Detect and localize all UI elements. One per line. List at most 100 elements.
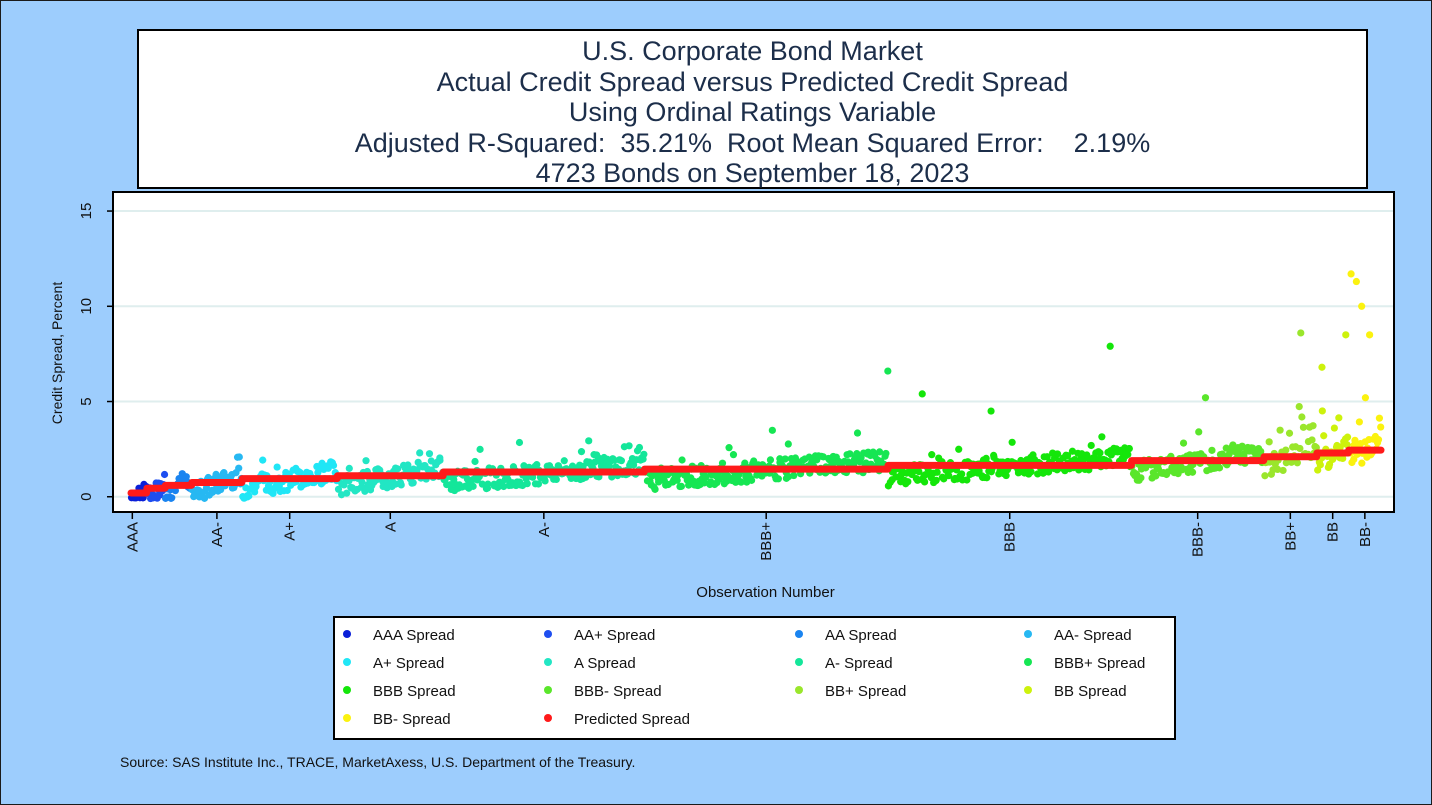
- outlier-point: [1358, 302, 1366, 310]
- scatter-point-aminus: [577, 448, 586, 456]
- legend-item: BB+ Spread: [795, 683, 906, 700]
- scatter-point-bbb: [933, 468, 941, 476]
- scatter-point-bbplus: [1293, 459, 1301, 467]
- scatter-point-aaminus: [208, 488, 217, 496]
- legend-label: BBB- Spread: [574, 683, 662, 700]
- x-tick-label: AA-: [209, 522, 226, 547]
- scatter-point-bbb: [983, 474, 991, 482]
- scatter-point-a: [397, 481, 405, 489]
- scatter-point-bbbplus: [781, 455, 789, 463]
- x-tick-label: BBB-: [1190, 522, 1207, 557]
- scatter-point-bbb: [1125, 444, 1133, 453]
- scatter-point-bbb: [955, 445, 963, 453]
- legend-marker: [343, 714, 351, 723]
- scatter-point-a: [345, 464, 353, 472]
- scatter-point-a: [404, 461, 412, 469]
- outlier-point: [884, 367, 892, 375]
- scatter-point-aminus: [635, 443, 644, 452]
- scatter-point-bbbplus: [774, 475, 782, 483]
- scatter-point-bbb: [963, 476, 971, 484]
- scatter-point-bbbminus: [1188, 468, 1197, 476]
- scatter-point-bbbplus: [729, 451, 738, 459]
- scatter-point-bbplus: [1276, 426, 1284, 434]
- scatter-point-bb: [1335, 414, 1343, 422]
- scatter-point-bbplus: [1265, 438, 1273, 446]
- legend-label: BB Spread: [1054, 683, 1127, 700]
- scatter-point-bbminus: [1361, 394, 1370, 402]
- scatter-point-bbplus: [1274, 465, 1282, 473]
- chart-title-line-5: 4723 Bonds on September 18, 2023: [535, 158, 970, 188]
- scatter-point-bb: [1330, 424, 1338, 432]
- scatter-point-bbbplus: [725, 444, 733, 452]
- scatter-point-a: [393, 465, 402, 473]
- legend-marker: [544, 686, 552, 695]
- scatter-point-aminus: [515, 438, 524, 447]
- scatter-point-a: [416, 449, 424, 457]
- scatter-point-aminus: [500, 482, 508, 491]
- scatter-point-bbminus: [1351, 436, 1359, 444]
- scatter-point-a: [340, 481, 348, 489]
- scatter-point-bbplus: [1296, 444, 1304, 453]
- scatter-point-bbb: [1034, 470, 1042, 478]
- scatter-point-bbb: [904, 478, 912, 486]
- scatter-point-bbplus: [1282, 446, 1290, 454]
- scatter-point-aminus: [523, 480, 531, 488]
- scatter-point-a: [334, 485, 343, 493]
- chart-title-line-2: Actual Credit Spread versus Predicted Cr…: [436, 66, 1069, 97]
- scatter-point-a: [409, 479, 417, 487]
- outlier-point: [1347, 270, 1355, 278]
- scatter-point-aminus: [534, 480, 543, 488]
- legend-marker: [1024, 658, 1032, 667]
- y-tick-label: 15: [78, 203, 95, 220]
- legend-marker: [343, 686, 351, 695]
- x-tick-label: A-: [536, 522, 553, 537]
- scatter-point-bbb: [928, 451, 936, 459]
- legend-label: A- Spread: [825, 655, 893, 672]
- x-tick-label: BB: [1325, 522, 1342, 542]
- scatter-point-aplus: [318, 459, 326, 467]
- scatter-point-aminus: [533, 461, 541, 469]
- scatter-point-bbb: [1068, 447, 1077, 455]
- scatter-point-bbbplus: [853, 429, 862, 437]
- scatter-point-bbminus: [1358, 459, 1366, 467]
- scatter-point-bbb: [915, 467, 923, 476]
- scatter-point-bbb: [921, 478, 929, 486]
- scatter-point-bbbplus: [718, 459, 727, 467]
- legend-item: A Spread: [544, 655, 636, 672]
- scatter-point-aaminus: [202, 484, 211, 492]
- scatter-point-bb: [1320, 432, 1328, 440]
- chart-title-line-4: Adjusted R-Squared: 35.21% Root Mean Squ…: [354, 127, 1151, 158]
- scatter-point-bbplus: [1309, 422, 1317, 430]
- legend-label: Predicted Spread: [574, 711, 690, 728]
- chart-title-line-1: U.S. Corporate Bond Market: [582, 36, 923, 66]
- scatter-point-bbminus: [1375, 414, 1384, 422]
- scatter-point-aminus: [640, 450, 648, 458]
- scatter-point-bbbminus: [1152, 472, 1160, 480]
- scatter-point-aa: [168, 494, 176, 502]
- scatter-point-bbbplus: [790, 471, 798, 480]
- scatter-point-bbminus: [1374, 436, 1383, 444]
- chart-title-box: U.S. Corporate Bond Market Actual Credit…: [137, 29, 1368, 189]
- outlier-point: [1342, 331, 1350, 339]
- scatter-point-bbbplus: [678, 456, 686, 464]
- scatter-point-bbbplus: [882, 449, 890, 458]
- legend-marker: [795, 658, 803, 667]
- legend-item: AA Spread: [795, 627, 897, 644]
- scatter-point-bbbplus: [784, 440, 792, 448]
- scatter-point-bbb: [1027, 468, 1035, 476]
- scatter-point-aplus: [283, 486, 291, 495]
- scatter-point-bb: [1343, 433, 1352, 441]
- scatter-point-bbbplus: [673, 476, 681, 484]
- legend-item: BBB- Spread: [544, 683, 662, 700]
- scatter-point-bbb: [1008, 438, 1016, 446]
- legend-marker: [1024, 630, 1032, 639]
- outlier-point: [1366, 331, 1374, 339]
- scatter-point-bbminus: [1355, 418, 1363, 426]
- x-tick-label: A+: [282, 522, 299, 541]
- legend-item: AA+ Spread: [544, 627, 655, 644]
- legend-marker: [343, 658, 351, 667]
- scatter-point-bbplus: [1312, 443, 1320, 452]
- scatter-point-bb: [1339, 454, 1347, 463]
- scatter-point-bbb: [1054, 450, 1062, 458]
- scatter-point-aminus: [484, 480, 492, 488]
